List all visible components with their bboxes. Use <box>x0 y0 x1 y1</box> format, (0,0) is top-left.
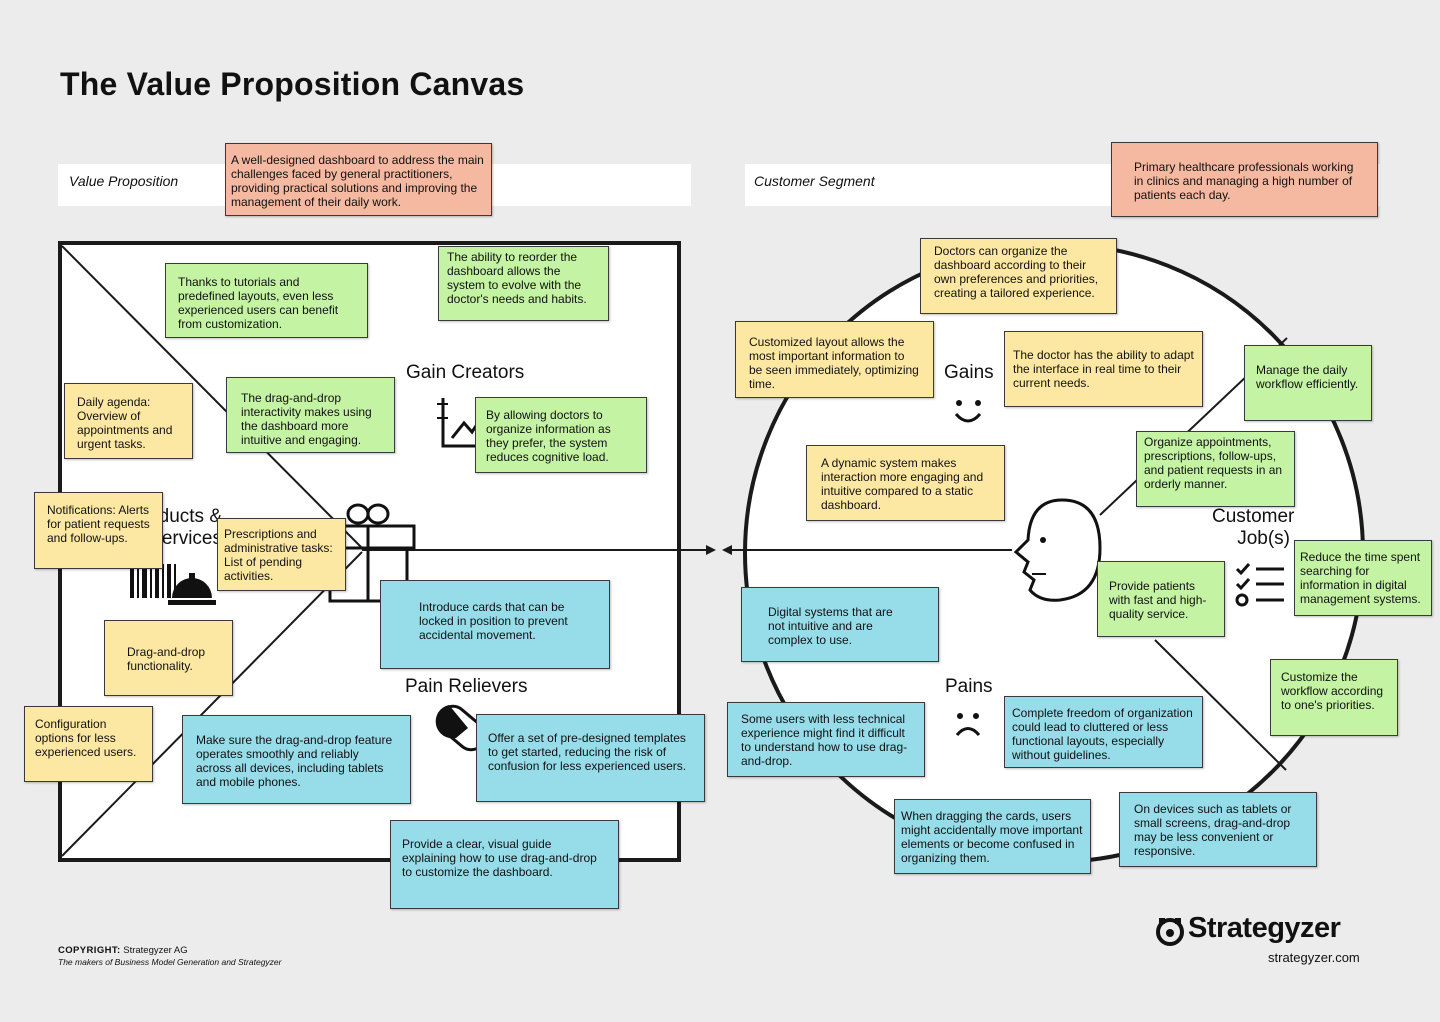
gain-note[interactable]: The doctor has the ability to adapt the … <box>1004 331 1203 407</box>
product-service-note[interactable]: Prescriptions and administrative tasks: … <box>217 518 346 591</box>
service-bell-icon <box>168 573 216 605</box>
person-face-icon <box>1013 498 1102 602</box>
pain-reliever-note[interactable]: Make sure the drag-and-drop feature oper… <box>182 715 411 804</box>
pain-reliever-note[interactable]: Provide a clear, visual guide explaining… <box>390 820 619 909</box>
gains-label: Gains <box>944 362 994 383</box>
pain-reliever-note[interactable]: Introduce cards that can be locked in po… <box>380 580 610 669</box>
pain-note[interactable]: On devices such as tablets or small scre… <box>1119 792 1317 867</box>
value-proposition-note[interactable]: A well-designed dashboard to address the… <box>225 143 492 216</box>
value-map-diagonal-bottom <box>61 551 363 857</box>
customer-jobs-label: Customer Job(s) <box>1212 506 1295 549</box>
customer-job-note[interactable]: Manage the daily workflow efficiently. <box>1244 345 1372 421</box>
gain-note[interactable]: Doctors can organize the dashboard accor… <box>920 238 1117 314</box>
pain-note[interactable]: Digital systems that are not intuitive a… <box>741 587 939 662</box>
gain-creators-label: Gain Creators <box>406 362 525 383</box>
copyright-label: COPYRIGHT: <box>58 945 121 956</box>
pain-note[interactable]: When dragging the cards, users might acc… <box>894 799 1091 874</box>
customer-job-note[interactable]: Organize appointments, prescriptions, fo… <box>1136 431 1295 507</box>
pill-icon <box>435 704 487 752</box>
gain-note[interactable]: A dynamic system makes interaction more … <box>806 445 1005 521</box>
product-service-note[interactable]: Notifications: Alerts for patient reques… <box>34 492 163 569</box>
checklist-icon <box>1235 563 1284 607</box>
arrow-head-left <box>722 545 732 555</box>
product-service-note[interactable]: Daily agenda: Overview of appointments a… <box>64 383 193 459</box>
customer-job-note[interactable]: Reduce the time spent searching for info… <box>1294 540 1432 616</box>
arrow-head-right <box>706 545 716 555</box>
strategyzer-logo-text: Strategyzer <box>1188 912 1341 944</box>
customer-segment-note[interactable]: Primary healthcare professionals working… <box>1111 142 1378 217</box>
gain-creator-note[interactable]: The ability to reorder the dashboard all… <box>438 246 609 321</box>
strategyzer-logo-icon <box>1156 918 1184 946</box>
customer-segment-label: Customer Segment <box>754 173 875 189</box>
sad-face-icon <box>955 713 981 737</box>
gain-creator-note[interactable]: The drag-and-drop interactivity makes us… <box>226 377 395 453</box>
strategyzer-url[interactable]: strategyzer.com <box>1268 950 1360 965</box>
pain-note[interactable]: Complete freedom of organization could l… <box>1004 696 1203 768</box>
gain-note[interactable]: Customized layout allows the most import… <box>735 321 934 398</box>
product-service-note[interactable]: Drag-and-drop functionality. <box>104 620 233 696</box>
pain-reliever-note[interactable]: Offer a set of pre-designed templates to… <box>476 714 705 802</box>
gain-creator-note[interactable]: Thanks to tutorials and predefined layou… <box>165 263 368 338</box>
copyright-text: COPYRIGHT: Strategyzer AG <box>58 945 188 956</box>
copyright-tagline: The makers of Business Model Generation … <box>58 957 282 967</box>
copyright-owner: Strategyzer AG <box>120 945 188 956</box>
product-service-note[interactable]: Configuration options for less experienc… <box>24 706 153 782</box>
customer-job-note[interactable]: Provide patients with fast and high-qual… <box>1097 561 1225 637</box>
pain-relievers-label: Pain Relievers <box>405 676 528 697</box>
barcode-icon <box>130 564 176 598</box>
pains-label: Pains <box>945 676 993 697</box>
pain-note[interactable]: Some users with less technical experienc… <box>727 702 925 777</box>
page-title: The Value Proposition Canvas <box>60 66 525 102</box>
smiley-icon <box>954 400 982 423</box>
gain-creator-note[interactable]: By allowing doctors to organize informat… <box>475 397 647 473</box>
customer-profile-diagonal-bottom <box>1154 639 1287 771</box>
value-proposition-label: Value Proposition <box>69 173 179 189</box>
customer-job-note[interactable]: Customize the workflow according to one'… <box>1270 659 1398 736</box>
value-map-diagonal-top <box>61 245 363 549</box>
